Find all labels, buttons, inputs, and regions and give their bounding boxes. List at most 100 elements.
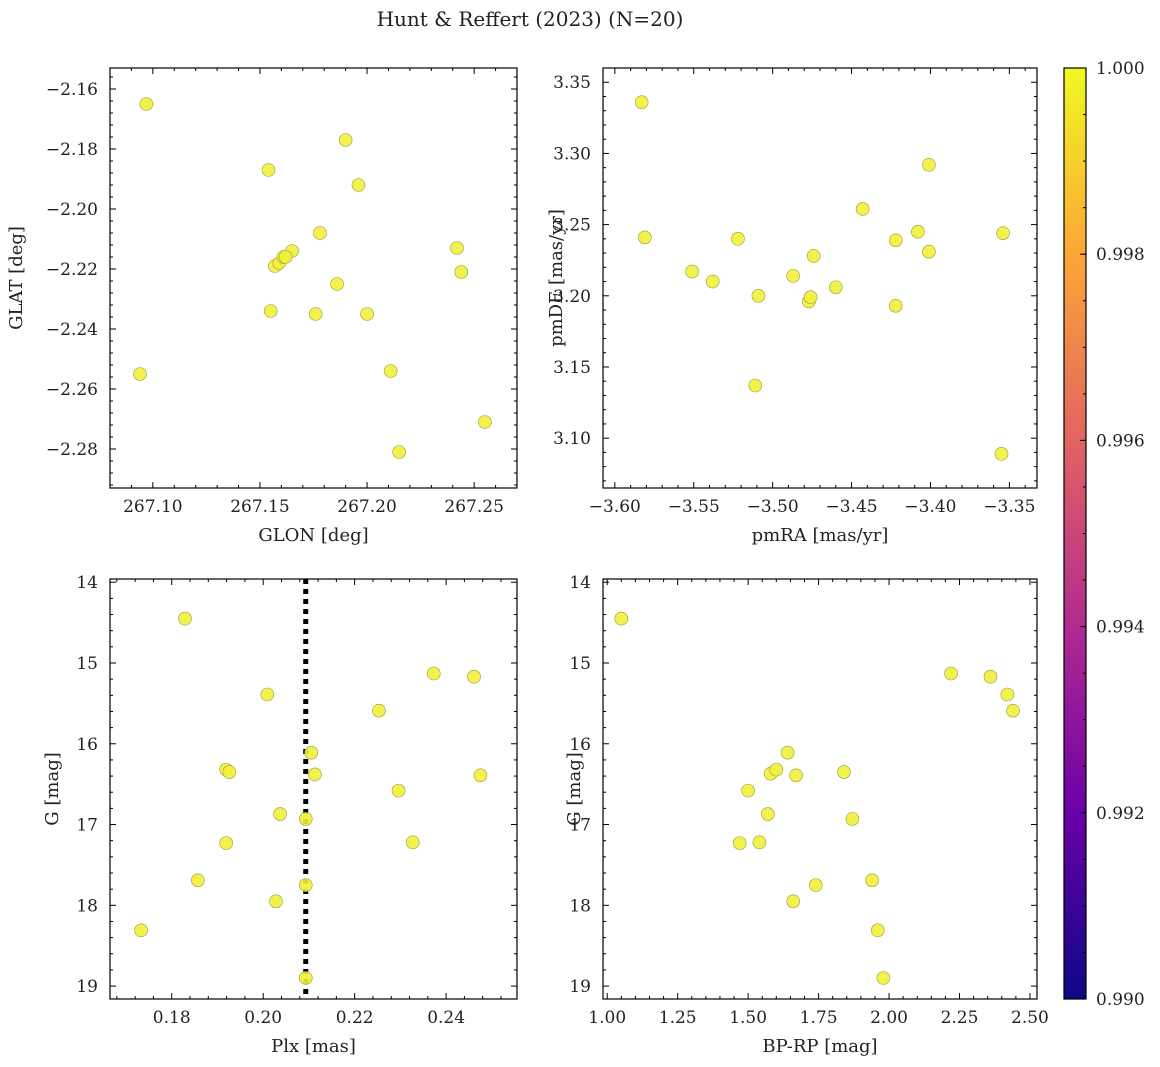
data-point	[944, 666, 958, 681]
y-tick-label: 17	[569, 816, 591, 836]
y-tick-label: 3.10	[553, 429, 591, 449]
y-tick-label: −2.20	[46, 200, 98, 220]
y-tick-label: 3.15	[553, 358, 591, 378]
y-tick-label: 15	[569, 654, 591, 674]
data-point	[769, 762, 784, 777]
y-tick-label: 3.25	[553, 216, 591, 236]
data-point	[278, 250, 293, 264]
panel-p1: 267.10 267.15 267.20 267.25 −2.28 −2.26 −2.24 −…	[6, 67, 518, 546]
data-point	[888, 298, 903, 313]
data-point	[837, 765, 851, 779]
data-point	[450, 241, 464, 255]
data-point	[780, 745, 795, 760]
data-point	[685, 264, 699, 279]
data-point	[752, 835, 767, 850]
data-point	[383, 364, 398, 378]
panels: 267.10 267.15 267.20 267.25 −2.28 −2.26 −2.24 −…	[6, 67, 1049, 1057]
data-point	[855, 202, 870, 216]
panel-p3: 0.18 0.20 0.22 0.24 14 15 16 17 18 19 Plx [mas] G […	[42, 573, 518, 1057]
data-point	[808, 878, 823, 892]
colorbar-tick-label: 0.990	[1096, 990, 1145, 1010]
figure-title: Hunt & Reffert (2023) (N=20)	[377, 7, 684, 31]
data-point	[996, 226, 1010, 240]
data-point	[828, 280, 843, 295]
data-point	[178, 611, 192, 626]
x-tick-label: −3.45	[826, 497, 878, 517]
y-axis-label: G [mag]	[42, 752, 63, 825]
data-point	[845, 812, 860, 826]
data-point	[372, 703, 386, 718]
y-tick-label: 14	[569, 573, 591, 593]
data-point	[351, 178, 366, 192]
colorbar: 0.990 0.992 0.994 0.996 0.998 1.000	[1063, 59, 1145, 1010]
x-tick-label: −3.35	[983, 497, 1035, 517]
data-point	[876, 971, 891, 985]
y-tick-label: 19	[76, 977, 98, 997]
data-point	[405, 835, 420, 850]
y-tick-label: 17	[76, 816, 98, 836]
data-point	[273, 807, 287, 821]
y-tick-label: −2.22	[46, 260, 98, 280]
x-tick-label: −3.40	[904, 497, 956, 517]
y-tick-label: −2.28	[46, 440, 98, 460]
data-point	[304, 745, 319, 760]
data-point	[338, 133, 353, 147]
data-point	[391, 783, 406, 798]
data-point	[298, 878, 313, 892]
colorbar-tick-label: 0.998	[1096, 245, 1145, 265]
x-tick-label: 1.75	[800, 1008, 838, 1028]
data-point	[473, 768, 488, 783]
panel-p4: 1.00 1.25 1.50 1.75 2.00 2.25 2.50 14 15 16 17 18 19…	[564, 573, 1049, 1057]
y-tick-label: 18	[569, 896, 591, 916]
y-tick-label: 16	[76, 735, 98, 755]
data-point	[803, 290, 818, 305]
data-point	[261, 163, 276, 177]
x-tick-label: 1.00	[588, 1008, 626, 1028]
data-point	[360, 307, 374, 321]
data-point	[786, 269, 800, 283]
data-point	[922, 158, 936, 172]
y-tick-label: −2.18	[46, 140, 98, 160]
x-tick-label: −3.60	[589, 497, 641, 517]
data-point	[191, 873, 205, 888]
data-point	[313, 226, 327, 240]
data-point	[260, 687, 275, 702]
x-tick-label: 0.24	[427, 1008, 465, 1028]
data-point	[888, 233, 903, 248]
x-tick-label: 267.10	[123, 497, 182, 517]
y-tick-label: 19	[569, 977, 591, 997]
data-point	[392, 445, 406, 459]
data-point	[806, 249, 821, 263]
axes-frame	[602, 578, 1038, 1000]
colorbar-tick-label: 0.996	[1096, 431, 1145, 451]
axes-frame	[109, 67, 518, 489]
data-point	[133, 367, 147, 381]
data-point	[269, 894, 283, 909]
data-point	[426, 666, 441, 681]
data-point	[134, 923, 148, 938]
y-axis-label: G [mag]	[564, 752, 585, 825]
x-tick-label: 267.15	[230, 497, 289, 517]
x-tick-label: 1.50	[729, 1008, 767, 1028]
data-point	[1000, 687, 1015, 702]
x-axis-label: GLON [deg]	[258, 525, 368, 546]
data-point	[731, 232, 745, 246]
data-point	[751, 288, 766, 303]
data-point	[994, 447, 1009, 461]
y-tick-label: 18	[76, 896, 98, 916]
x-tick-label: 0.20	[244, 1008, 282, 1028]
colorbar-tick-label: 0.994	[1096, 618, 1145, 638]
data-point	[705, 274, 720, 289]
data-point	[614, 611, 629, 626]
data-point	[139, 97, 154, 111]
data-point	[298, 812, 313, 826]
colorbar-gradient	[1064, 68, 1086, 999]
data-point	[761, 807, 775, 821]
y-tick-label: −2.24	[46, 320, 98, 340]
x-tick-label: −3.50	[747, 497, 799, 517]
data-point	[741, 783, 755, 798]
x-tick-label: 0.22	[336, 1008, 374, 1028]
x-tick-label: 267.20	[337, 497, 396, 517]
data-point	[308, 767, 322, 782]
